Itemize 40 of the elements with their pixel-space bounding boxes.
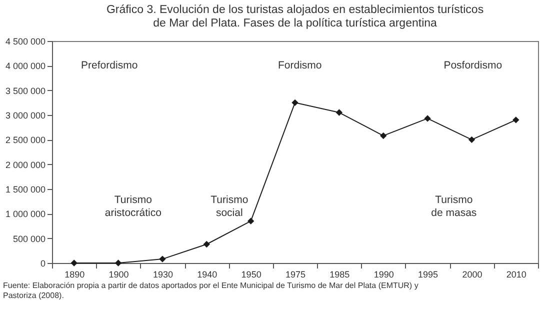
x-tick-label: 1930	[152, 270, 173, 280]
y-tick-label: 2 500 000	[5, 135, 46, 146]
x-tick-label: 2000	[462, 270, 482, 280]
point	[159, 256, 166, 262]
point	[70, 260, 78, 266]
point	[424, 115, 431, 122]
point	[292, 99, 298, 106]
point	[380, 132, 387, 140]
y-tick-label: 3 500 000	[5, 86, 46, 96]
y-tick-label: 2 000 000	[5, 160, 46, 170]
y-tick-label: 1 500 000	[5, 184, 46, 194]
x-tick-label: 1900	[108, 270, 129, 280]
annotation: Prefordismo	[81, 60, 138, 72]
x-tick-label: 2010	[506, 270, 526, 280]
chart-title: Gráfico 3. Evolución de los turistas alojados en establecimientos turísticos de Mar del Plata. Fases de la política turística argentina	[106, 4, 484, 30]
y-tick-label: 500 000	[12, 234, 46, 244]
point	[512, 116, 520, 124]
annotation: Turismo aristocrático	[104, 194, 162, 219]
annotation: Turismo de masas	[431, 194, 477, 219]
x-tick-label: 1890	[64, 270, 85, 280]
x-tick-label: 1995	[418, 270, 438, 280]
annotation: Posfordismo	[444, 60, 502, 72]
point	[468, 136, 476, 144]
point	[247, 218, 254, 224]
point	[114, 260, 122, 266]
point	[336, 109, 343, 116]
y-tick-label: 1 000 000	[5, 209, 46, 220]
y-tick-label: 0	[40, 258, 46, 268]
point	[203, 240, 210, 248]
source-note: Fuente: Elaboración propia a partir de datos aportados por el Ente Municipal de Turismo de Mar del Plata (EMTUR) y Pastoriza (2008).	[3, 281, 420, 300]
x-tick-label: 1940	[197, 270, 218, 280]
y-tick-label: 3 000 000	[5, 110, 46, 120]
y-tick-label: 4 500 000	[5, 36, 46, 46]
x-tick-label: 1985	[330, 270, 350, 280]
x-tick-label: 1950	[241, 270, 262, 280]
y-tick-label: 4 000 000	[5, 61, 46, 72]
x-tick-label: 1975	[285, 270, 306, 280]
annotation: Fordismo	[278, 60, 322, 72]
x-tick-label: 1990	[374, 270, 394, 280]
annotation: Turismo social	[210, 194, 248, 219]
